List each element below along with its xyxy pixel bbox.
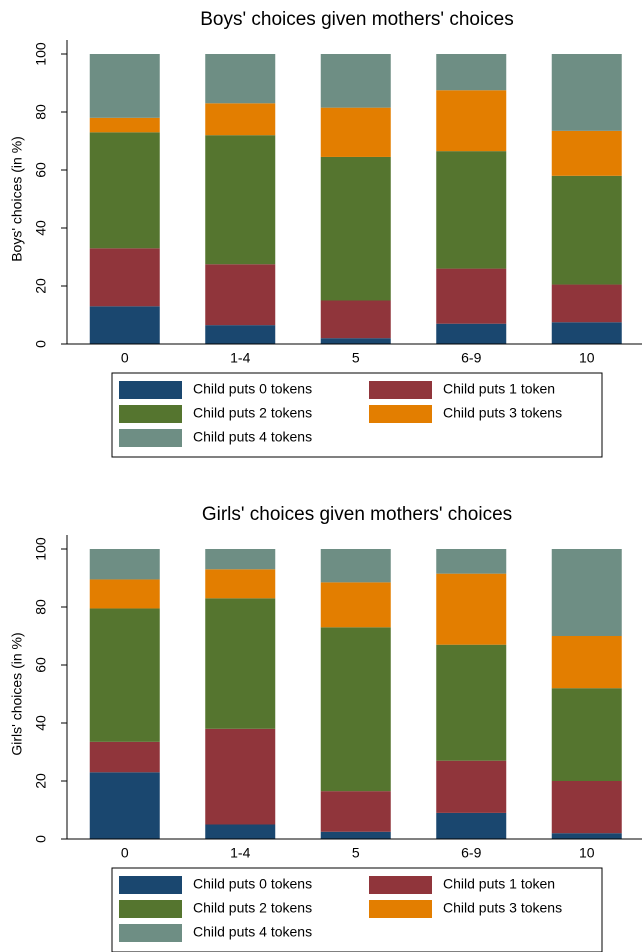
bar-segment bbox=[89, 132, 160, 249]
bar-segment bbox=[320, 627, 391, 792]
x-tick-label: 6-9 bbox=[461, 350, 481, 366]
y-tick-label: 0 bbox=[33, 835, 49, 843]
y-tick-label: 40 bbox=[33, 715, 49, 731]
y-tick-label: 80 bbox=[33, 599, 49, 615]
bar-segment bbox=[551, 781, 622, 834]
x-tick-label: 6-9 bbox=[461, 845, 481, 861]
y-tick-label: 60 bbox=[33, 162, 49, 178]
y-tick-label: 0 bbox=[33, 340, 49, 348]
bar-segment bbox=[551, 284, 622, 323]
bar-segment bbox=[89, 117, 160, 133]
legend-swatch bbox=[119, 900, 182, 918]
y-tick-label: 60 bbox=[33, 657, 49, 673]
bar-segment bbox=[551, 322, 622, 344]
bar-segment bbox=[551, 688, 622, 781]
bar-segment bbox=[436, 54, 507, 91]
x-tick-label: 0 bbox=[121, 350, 129, 366]
legend-label: Child puts 1 token bbox=[443, 876, 555, 892]
bar-segment bbox=[551, 54, 622, 131]
legend-box bbox=[111, 867, 603, 952]
bar-segment bbox=[320, 107, 391, 157]
bar-segment bbox=[551, 833, 622, 839]
bar-segment bbox=[89, 54, 160, 118]
bar-segment bbox=[205, 54, 276, 104]
legend-label: Child puts 4 tokens bbox=[193, 924, 312, 940]
legend-label: Child puts 2 tokens bbox=[193, 900, 312, 916]
bar-segment bbox=[89, 549, 160, 580]
bar-segment bbox=[320, 300, 391, 339]
legend-label: Child puts 4 tokens bbox=[193, 429, 312, 445]
bar-segment bbox=[436, 760, 507, 813]
bar-segment bbox=[205, 569, 276, 599]
legend-label: Child puts 2 tokens bbox=[193, 405, 312, 421]
legend-label: Child puts 0 tokens bbox=[193, 876, 312, 892]
bar-segment bbox=[551, 175, 622, 285]
x-tick-label: 1-4 bbox=[230, 845, 250, 861]
bar-segment bbox=[551, 549, 622, 636]
bar-segment bbox=[436, 151, 507, 269]
chart-title: Girls' choices given mothers' choices bbox=[202, 504, 512, 525]
legend-label: Child puts 3 tokens bbox=[443, 405, 562, 421]
bar-segment bbox=[89, 741, 160, 773]
bar-segment bbox=[320, 791, 391, 832]
bar-segment bbox=[205, 728, 276, 825]
bar-segment bbox=[205, 103, 276, 136]
bar-segment bbox=[205, 598, 276, 729]
legend-swatch bbox=[119, 924, 182, 942]
x-tick-label: 10 bbox=[579, 845, 595, 861]
bar-segment bbox=[205, 325, 276, 344]
legend-label: Child puts 3 tokens bbox=[443, 900, 562, 916]
bar-segment bbox=[320, 156, 391, 301]
x-tick-label: 10 bbox=[579, 350, 595, 366]
bar-segment bbox=[89, 579, 160, 609]
x-tick-label: 0 bbox=[121, 845, 129, 861]
legend-swatch bbox=[119, 876, 182, 894]
y-axis-title: Boys' choices (in %) bbox=[9, 136, 25, 262]
legend-box bbox=[111, 372, 603, 458]
bar-segment bbox=[320, 582, 391, 628]
bar-segment bbox=[436, 644, 507, 761]
y-tick-label: 100 bbox=[33, 42, 49, 66]
chart-title: Boys' choices given mothers' choices bbox=[200, 9, 514, 30]
bar-segment bbox=[320, 831, 391, 839]
y-tick-label: 100 bbox=[33, 537, 49, 561]
bar-segment bbox=[551, 636, 622, 689]
bar-segment bbox=[436, 90, 507, 152]
bar-segment bbox=[205, 824, 276, 839]
legend-swatch bbox=[119, 429, 182, 447]
bar-segment bbox=[436, 323, 507, 344]
bar-segment bbox=[436, 573, 507, 645]
legend-swatch bbox=[369, 876, 432, 894]
bar-segment bbox=[205, 135, 276, 265]
legend-swatch bbox=[369, 900, 432, 918]
bar-segment bbox=[436, 812, 507, 839]
legend-label: Child puts 0 tokens bbox=[193, 381, 312, 397]
y-tick-label: 20 bbox=[33, 278, 49, 294]
legend-swatch bbox=[119, 381, 182, 399]
y-tick-label: 40 bbox=[33, 220, 49, 236]
legend-swatch bbox=[369, 381, 432, 399]
x-tick-label: 5 bbox=[352, 350, 360, 366]
bar-segment bbox=[89, 772, 160, 839]
x-tick-label: 1-4 bbox=[230, 350, 250, 366]
y-axis-title: Girls' choices (in %) bbox=[9, 632, 25, 755]
bar-segment bbox=[551, 130, 622, 176]
y-tick-label: 20 bbox=[33, 773, 49, 789]
bar-segment bbox=[320, 338, 391, 344]
bar-segment bbox=[89, 608, 160, 742]
legend-swatch bbox=[119, 405, 182, 423]
bar-segment bbox=[205, 549, 276, 570]
legend-label: Child puts 1 token bbox=[443, 381, 555, 397]
legend-swatch bbox=[369, 405, 432, 423]
bar-segment bbox=[205, 264, 276, 326]
bar-segment bbox=[320, 549, 391, 583]
bar-segment bbox=[89, 306, 160, 344]
bar-segment bbox=[89, 248, 160, 307]
bar-segment bbox=[320, 54, 391, 108]
x-tick-label: 5 bbox=[352, 845, 360, 861]
bar-segment bbox=[436, 268, 507, 324]
y-tick-label: 80 bbox=[33, 104, 49, 120]
bar-segment bbox=[436, 549, 507, 574]
